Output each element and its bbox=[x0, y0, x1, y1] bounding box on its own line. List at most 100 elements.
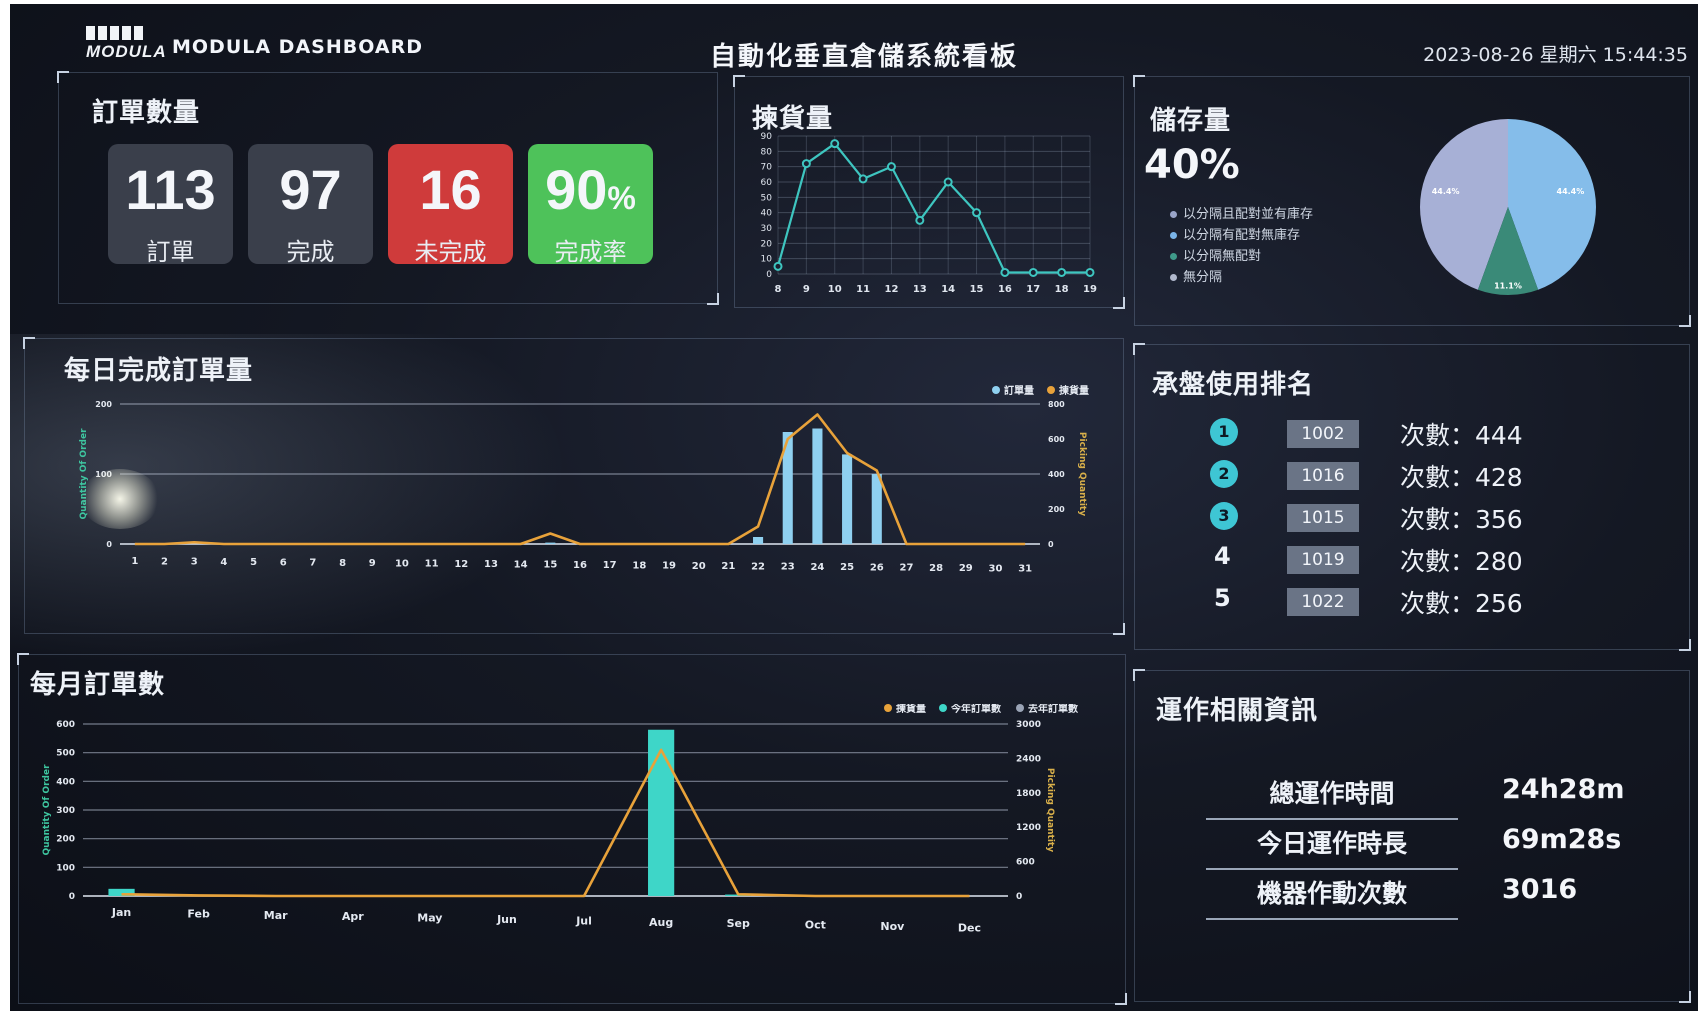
daily-combo-chart: 01002000200400600800Quantity Of OrderPic… bbox=[79, 384, 1089, 575]
bar bbox=[753, 537, 764, 544]
rank-number: 5 bbox=[1214, 584, 1231, 612]
kpi-orders-label: 訂單 bbox=[146, 238, 195, 266]
x-tick-label: 11 bbox=[425, 559, 439, 570]
y-left-axis-title: Quantity Of Order bbox=[79, 428, 89, 520]
x-tick-label: May bbox=[417, 912, 442, 925]
x-tick-label: 18 bbox=[632, 560, 646, 571]
x-tick-label: Nov bbox=[880, 920, 905, 933]
y-left-tick-label: 500 bbox=[56, 749, 75, 759]
pie-slice-label: 11.1% bbox=[1494, 281, 1522, 290]
x-tick-label: 15 bbox=[970, 284, 984, 295]
picking-point bbox=[830, 139, 840, 149]
x-tick-label: 8 bbox=[339, 558, 346, 569]
y-left-tick-label: 600 bbox=[56, 720, 75, 730]
bar bbox=[812, 428, 823, 544]
x-tick-label: Apr bbox=[342, 910, 364, 923]
operation-panel bbox=[1133, 669, 1691, 1003]
legend-dot bbox=[1170, 274, 1177, 281]
legend-dot bbox=[1047, 386, 1055, 394]
x-tick-label: Feb bbox=[187, 907, 210, 920]
x-tick-label: 24 bbox=[810, 562, 824, 573]
x-tick-label: 25 bbox=[840, 562, 854, 573]
current-datetime: 2023-08-26 星期六 15:44:35 bbox=[1423, 44, 1688, 66]
kpi-incomplete-label: 未完成 bbox=[414, 238, 487, 266]
y-right-axis-title: Picking Quantity bbox=[1045, 768, 1055, 852]
x-tick-label: 13 bbox=[913, 284, 927, 295]
y-right-tick-label: 1800 bbox=[1016, 789, 1041, 799]
ranking-row: 2 1016 次數：428 bbox=[1200, 458, 1660, 494]
storage-legend-item: 以分隔無配對 bbox=[1170, 246, 1313, 267]
pie-slice-label: 44.4% bbox=[1432, 187, 1460, 196]
storage-legend-item: 以分隔且配對並有庫存 bbox=[1170, 204, 1313, 225]
x-tick-label: 14 bbox=[514, 559, 528, 570]
picking-point bbox=[943, 177, 953, 187]
usage-count: 次數：444 bbox=[1400, 421, 1523, 450]
legend-label: 揀貨量 bbox=[1059, 384, 1089, 397]
operation-value: 69m28s bbox=[1502, 824, 1622, 855]
tray-id: 1015 bbox=[1287, 504, 1359, 532]
x-tick-label: 30 bbox=[989, 563, 1003, 574]
y-tick-label: 40 bbox=[761, 209, 773, 219]
tray-id: 1016 bbox=[1287, 462, 1359, 490]
y-right-tick-label: 0 bbox=[1016, 892, 1022, 902]
tray-id: 1002 bbox=[1287, 420, 1359, 448]
pie-slice bbox=[1508, 119, 1596, 290]
x-tick-label: Oct bbox=[805, 919, 826, 932]
ranking-row: 1 1002 次數：444 bbox=[1200, 416, 1660, 452]
bar bbox=[842, 454, 853, 544]
x-tick-label: 8 bbox=[775, 284, 782, 295]
x-tick-label: 15 bbox=[543, 560, 557, 571]
operation-value: 24h28m bbox=[1502, 774, 1625, 805]
legend-dot bbox=[1170, 232, 1177, 239]
pie-slice bbox=[1420, 118, 1508, 290]
operation-label: 總運作時間 bbox=[1206, 774, 1458, 820]
picking-point bbox=[1057, 267, 1067, 277]
x-tick-label: Dec bbox=[958, 921, 981, 934]
y-tick-label: 20 bbox=[761, 239, 773, 249]
x-tick-label: 5 bbox=[250, 557, 257, 568]
dashboard-title: 自動化垂直倉儲系統看板 bbox=[710, 42, 1019, 72]
operation-row: 今日運作時長 69m28s bbox=[1206, 824, 1656, 870]
legend-dot bbox=[992, 386, 1000, 394]
x-tick-label: Jan bbox=[111, 906, 131, 919]
y-right-tick-label: 600 bbox=[1048, 435, 1065, 444]
legend-dot bbox=[1016, 704, 1024, 712]
operation-value: 3016 bbox=[1502, 874, 1578, 905]
kpi-rate-value: 90% bbox=[528, 162, 653, 218]
x-tick-label: 7 bbox=[309, 558, 316, 569]
legend-label: 以分隔有配對無庫存 bbox=[1183, 228, 1301, 243]
monthly-panel bbox=[17, 653, 1127, 1005]
bar bbox=[871, 474, 882, 544]
picking-point bbox=[915, 215, 925, 225]
x-tick-label: 1 bbox=[131, 556, 138, 567]
legend-label: 以分隔且配對並有庫存 bbox=[1183, 207, 1314, 222]
picking-panel bbox=[733, 75, 1125, 309]
picking-point bbox=[886, 162, 896, 172]
orders-panel bbox=[57, 71, 719, 305]
kpi-orders-value: 113 bbox=[125, 158, 216, 221]
x-tick-label: 4 bbox=[220, 557, 227, 568]
logo-text: MODULA bbox=[86, 42, 167, 61]
y-left-tick-label: 200 bbox=[56, 835, 75, 845]
picking-title: 揀貨量 bbox=[752, 104, 834, 134]
y-right-tick-label: 400 bbox=[1048, 470, 1065, 479]
usage-count: 次數：428 bbox=[1400, 463, 1523, 492]
kpi-incomplete-value: 16 bbox=[419, 158, 482, 221]
legend-label: 以分隔無配對 bbox=[1183, 249, 1262, 264]
ranking-panel bbox=[1133, 343, 1691, 651]
modula-logo: MODULA bbox=[86, 26, 167, 68]
x-tick-label: 12 bbox=[454, 559, 468, 570]
kpi-rate-label: 完成率 bbox=[554, 238, 627, 266]
monthly-title: 每月訂單數 bbox=[30, 670, 166, 700]
kpi-incomplete: 16 未完成 bbox=[388, 144, 513, 266]
x-tick-label: 17 bbox=[603, 560, 617, 571]
monthly-combo-chart: 0 100 200 300 400 500 600 0 600 1200 1800 2400 3000 Q… bbox=[42, 704, 1078, 934]
x-tick-label: 18 bbox=[1055, 284, 1069, 295]
x-tick-label: 3 bbox=[191, 557, 198, 568]
x-tick-label: Aug bbox=[649, 916, 673, 929]
legend-label: 去年訂單數 bbox=[1028, 704, 1078, 715]
light-glare bbox=[80, 469, 160, 529]
ranking-row: 3 1015 次數：356 bbox=[1200, 500, 1660, 536]
picking-series-line bbox=[776, 142, 1090, 274]
ranking-row: 4 1019 次數：280 bbox=[1200, 542, 1660, 578]
